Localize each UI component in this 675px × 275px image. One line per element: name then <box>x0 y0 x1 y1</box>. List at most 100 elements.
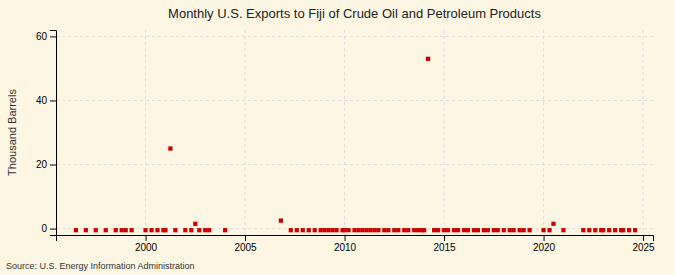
tick-mark <box>50 100 56 101</box>
point <box>396 228 400 232</box>
grid-line <box>145 30 146 235</box>
point <box>143 228 147 232</box>
point <box>94 228 98 232</box>
point <box>392 228 396 232</box>
point <box>327 228 331 232</box>
tick: 2000 <box>135 235 158 253</box>
point <box>120 228 124 232</box>
tick: 2025 <box>632 235 655 253</box>
point <box>386 228 390 232</box>
point <box>342 228 346 232</box>
point <box>426 57 430 61</box>
point <box>496 228 500 232</box>
tick-mark <box>245 235 246 241</box>
tick: 60 <box>36 31 56 42</box>
tick-mark <box>146 235 147 241</box>
point <box>508 228 512 232</box>
point <box>452 228 456 232</box>
point <box>627 228 631 232</box>
point <box>551 222 555 226</box>
tick-mark <box>345 235 346 241</box>
point <box>279 218 283 222</box>
tick: 0 <box>41 223 56 234</box>
point <box>372 228 376 232</box>
y-axis: 0 20 40 60 <box>36 31 57 236</box>
point <box>203 228 207 232</box>
point <box>456 228 460 232</box>
point <box>360 228 364 232</box>
grid-line <box>344 30 345 235</box>
tick-mark <box>643 235 644 241</box>
point <box>587 228 591 232</box>
point <box>442 228 446 232</box>
point <box>382 228 386 232</box>
point <box>502 228 506 232</box>
point <box>472 228 476 232</box>
point <box>207 228 211 232</box>
point <box>633 228 637 232</box>
point <box>173 228 177 232</box>
point <box>486 228 490 232</box>
point <box>476 228 480 232</box>
tick-label: 0 <box>41 223 47 234</box>
point <box>512 228 516 232</box>
tick-label: 2020 <box>533 242 556 253</box>
point <box>466 228 470 232</box>
tick-label: 40 <box>36 95 48 106</box>
tick-label: 20 <box>36 159 48 170</box>
point <box>412 228 416 232</box>
plot-area: 2000 2005 2010 2015 2020 2025 0 20 40 60 <box>36 30 655 253</box>
point <box>581 228 585 232</box>
point <box>352 228 356 232</box>
point <box>307 228 311 232</box>
point <box>416 228 420 232</box>
point <box>422 228 426 232</box>
tick-mark <box>50 229 56 230</box>
point <box>607 228 611 232</box>
point <box>193 222 197 226</box>
tick: 2005 <box>234 235 257 253</box>
grid-line <box>444 30 445 235</box>
point <box>301 228 305 232</box>
y-axis-label: Thousand Barrels <box>6 89 18 176</box>
annotation: Source: U.S. Energy Information Administ… <box>6 261 195 271</box>
tick: 2010 <box>334 235 357 253</box>
point <box>163 228 167 232</box>
point <box>446 228 450 232</box>
point <box>356 228 360 232</box>
point <box>601 228 605 232</box>
tick-label: 60 <box>36 31 48 42</box>
tick-mark <box>444 235 445 241</box>
point <box>561 228 565 232</box>
tick: 2015 <box>433 235 456 253</box>
tick-label: 2015 <box>433 242 456 253</box>
point <box>104 228 108 232</box>
point <box>492 228 496 232</box>
tick: 40 <box>36 95 56 106</box>
point <box>527 228 531 232</box>
point <box>462 228 466 232</box>
point <box>593 228 597 232</box>
point <box>313 228 317 232</box>
point <box>368 228 372 232</box>
point <box>197 228 201 232</box>
point <box>330 228 334 232</box>
point <box>334 228 338 232</box>
tick-label: 2005 <box>234 242 257 253</box>
grid-line <box>643 30 644 235</box>
point <box>183 228 187 232</box>
grid-line <box>56 100 653 101</box>
point <box>84 228 88 232</box>
tick: 20 <box>36 159 56 170</box>
tick: 2020 <box>533 235 556 253</box>
tick-mark <box>50 36 56 37</box>
points <box>74 57 637 233</box>
point <box>518 228 522 232</box>
grid <box>56 30 653 235</box>
point <box>346 228 350 232</box>
point <box>319 228 323 232</box>
tick-mark <box>50 165 56 166</box>
point <box>376 228 380 232</box>
point <box>541 228 545 232</box>
point <box>323 228 327 232</box>
